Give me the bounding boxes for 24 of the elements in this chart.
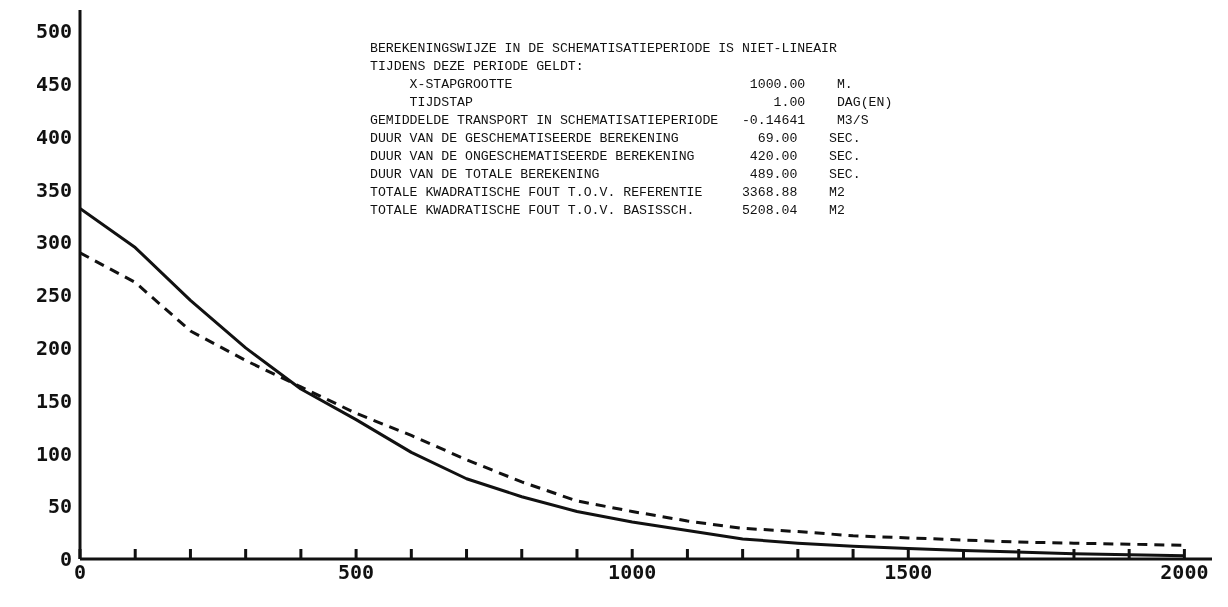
- y-tick-label: 500: [35, 19, 72, 44]
- annotation: GEMIDDELDE TRANSPORT IN SCHEMATISATIEPERIODE -0.14641 M3/S: [370, 112, 870, 130]
- annotation: TIJDSTAP 1.00 DAG(EN): [408, 94, 893, 112]
- annotation: DUUR VAN DE TOTALE BEREKENING 489.00 SEC.: [370, 166, 862, 184]
- annotation: BEREKENINGSWIJZE IN DE SCHEMATISATIEPERIODE IS NIET-LINEAIR: [370, 40, 838, 58]
- y-tick-label: 50: [47, 494, 72, 519]
- annotation: DUUR VAN DE GESCHEMATISEERDE BEREKENING 69.00 SEC.: [370, 130, 862, 148]
- x-tick-label: 500: [338, 560, 375, 585]
- y-tick-label: 150: [35, 388, 72, 413]
- y-tick-label: 350: [35, 177, 72, 202]
- x-tick-label: 1500: [884, 560, 933, 585]
- y-tick-label: 250: [35, 283, 72, 308]
- annotation: TOTALE KWADRATISCHE FOUT T.O.V. REFERENTIE 3368.88 M2: [370, 184, 846, 202]
- annotation: TIJDENS DEZE PERIODE GELDT:: [370, 58, 585, 76]
- y-tick-label: 300: [35, 230, 72, 255]
- y-tick-label: 450: [35, 72, 72, 96]
- y-tick-label: 200: [35, 335, 72, 360]
- x-tick-label: 2000: [1160, 560, 1209, 585]
- y-tick-label: 100: [35, 441, 72, 466]
- annotation: DUUR VAN DE ONGESCHEMATISEERDE BEREKENING 420.00 SEC.: [370, 148, 862, 166]
- x-tick-label: 1000: [608, 560, 657, 585]
- annotation: TOTALE KWADRATISCHE FOUT T.O.V. BASISSCH. 5208.04 M2: [370, 202, 846, 220]
- annotation: X-STAPGROOTTE 1000.00 M.: [408, 76, 854, 94]
- y-tick-label: 400: [35, 124, 72, 149]
